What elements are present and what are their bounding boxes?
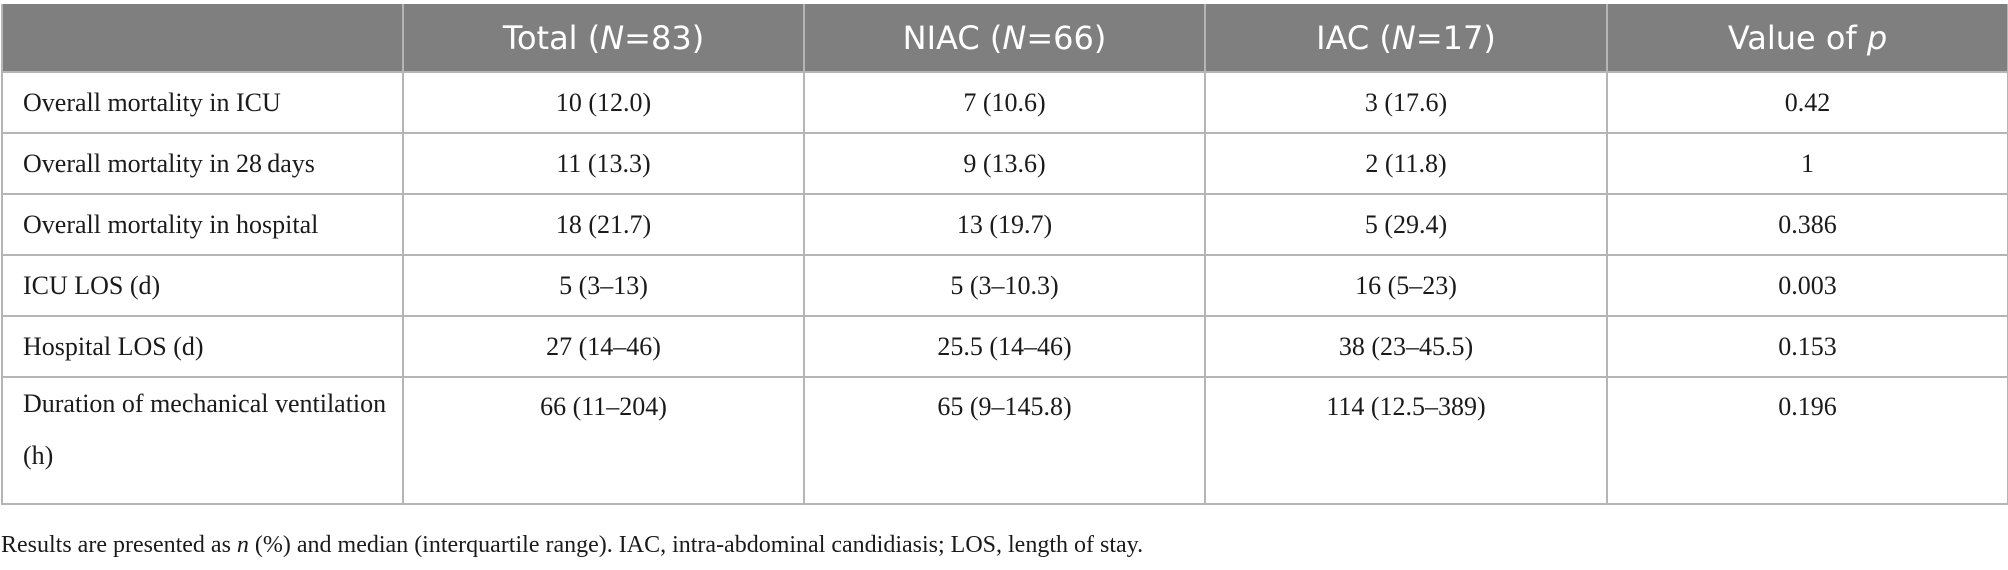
header-cell-blank (1, 4, 404, 72)
cell-total: 27 (14–46) (402, 315, 805, 378)
table-row: Overall mortality in ICU 10 (12.0) 7 (10… (1, 71, 2008, 134)
row-label: ICU LOS (d) (1, 254, 404, 317)
cell-iac: 38 (23–45.5) (1204, 315, 1608, 378)
header-text: NIAC ( (902, 18, 1003, 57)
cell-niac: 25.5 (14–46) (803, 315, 1206, 378)
table-row: Duration of mechanical ventilation (h) 6… (1, 376, 2008, 505)
header-cell-niac: NIAC (N=66) (803, 4, 1206, 72)
row-label: Hospital LOS (d) (1, 315, 404, 378)
header-italic: N (600, 18, 625, 57)
cell-niac: 13 (19.7) (803, 193, 1206, 256)
cell-niac: 9 (13.6) (803, 132, 1206, 195)
header-after: =66) (1026, 18, 1107, 57)
table-row: ICU LOS (d) 5 (3–13) 5 (3–10.3) 16 (5–23… (1, 254, 2008, 317)
cell-p-value: 1 (1606, 132, 2008, 195)
header-italic: p (1866, 18, 1888, 57)
cell-p-value: 0.386 (1606, 193, 2008, 256)
results-table: Total (N=83) NIAC (N=66) IAC (N=17) Valu… (1, 4, 2008, 505)
cell-total: 66 (11–204) (402, 376, 805, 505)
table-footnote: Results are presented as n (%) and media… (1, 532, 1143, 559)
header-text: Value of (1727, 18, 1867, 57)
row-label: Overall mortality in ICU (1, 71, 404, 134)
header-row: Total (N=83) NIAC (N=66) IAC (N=17) Valu… (1, 4, 2008, 72)
header-text: Total ( (502, 18, 601, 57)
cell-niac: 65 (9–145.8) (803, 376, 1206, 505)
table-row: Overall mortality in hospital 18 (21.7) … (1, 193, 2008, 256)
header-italic: N (1002, 18, 1027, 57)
header-after: =83) (624, 18, 705, 57)
row-label: Overall mortality in 28 days (1, 132, 404, 195)
table-row: Hospital LOS (d) 27 (14–46) 25.5 (14–46)… (1, 315, 2008, 378)
cell-niac: 7 (10.6) (803, 71, 1206, 134)
header-cell-p-value: Value of p (1606, 4, 2008, 72)
header-text: IAC ( (1316, 18, 1392, 57)
header-cell-iac: IAC (N=17) (1204, 4, 1608, 72)
header-after: =17) (1415, 18, 1496, 57)
cell-iac: 3 (17.6) (1204, 71, 1608, 134)
cell-total: 10 (12.0) (402, 71, 805, 134)
cell-p-value: 0.196 (1606, 376, 2008, 505)
cell-niac: 5 (3–10.3) (803, 254, 1206, 317)
row-label: Overall mortality in hospital (1, 193, 404, 256)
row-label: Duration of mechanical ventilation (h) (1, 376, 404, 505)
cell-iac: 114 (12.5–389) (1204, 376, 1608, 505)
cell-p-value: 0.003 (1606, 254, 2008, 317)
footnote-italic: n (236, 532, 249, 558)
cell-total: 5 (3–13) (402, 254, 805, 317)
header-italic: N (1391, 18, 1416, 57)
cell-iac: 5 (29.4) (1204, 193, 1608, 256)
footnote-before: Results are presented as (1, 532, 237, 558)
cell-iac: 16 (5–23) (1204, 254, 1608, 317)
header-cell-total: Total (N=83) (402, 4, 805, 72)
footnote-after: (%) and median (interquartile range). IA… (248, 532, 1144, 558)
cell-total: 18 (21.7) (402, 193, 805, 256)
cell-iac: 2 (11.8) (1204, 132, 1608, 195)
cell-p-value: 0.153 (1606, 315, 2008, 378)
table-row: Overall mortality in 28 days 11 (13.3) 9… (1, 132, 2008, 195)
cell-p-value: 0.42 (1606, 71, 2008, 134)
cell-total: 11 (13.3) (402, 132, 805, 195)
